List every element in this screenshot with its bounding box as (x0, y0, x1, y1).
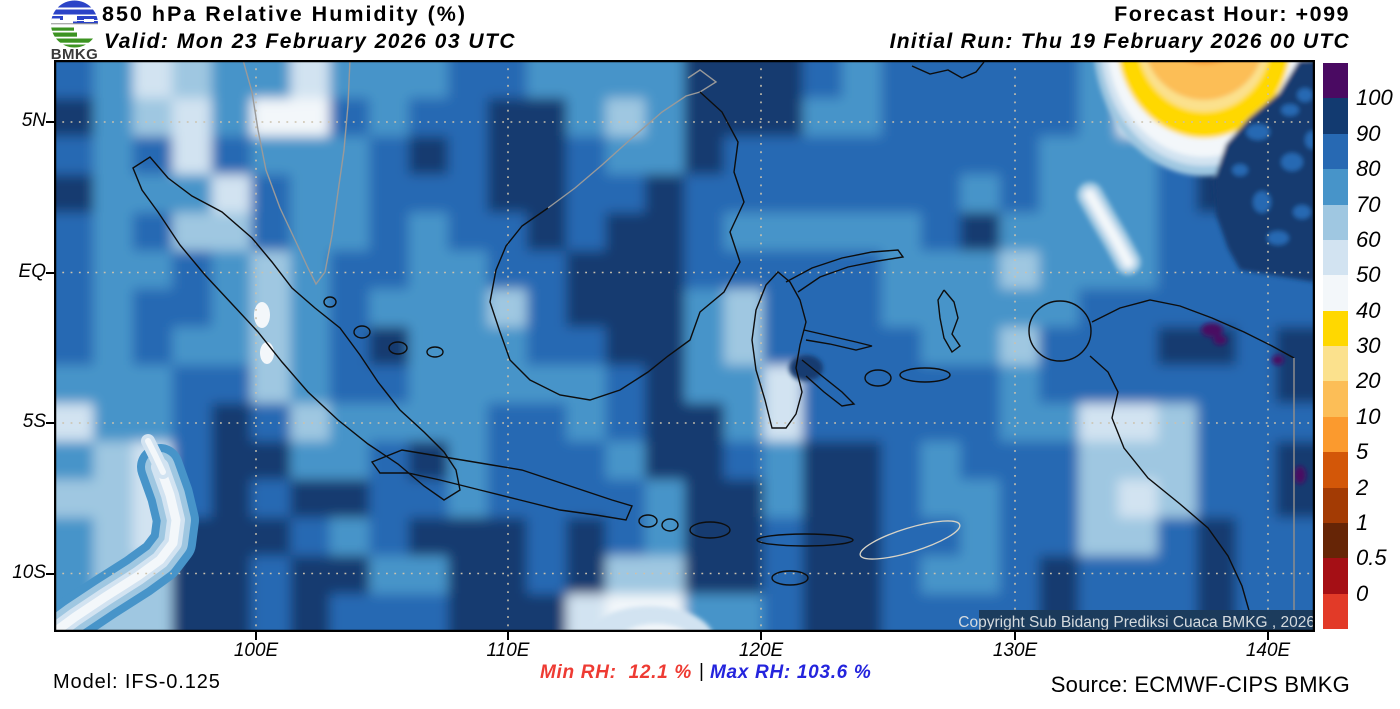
svg-text:Copyright Sub Bidang Prediksi: Copyright Sub Bidang Prediksi Cuaca BMKG… (958, 614, 1315, 631)
svg-text:BMKG: BMKG (51, 46, 98, 63)
